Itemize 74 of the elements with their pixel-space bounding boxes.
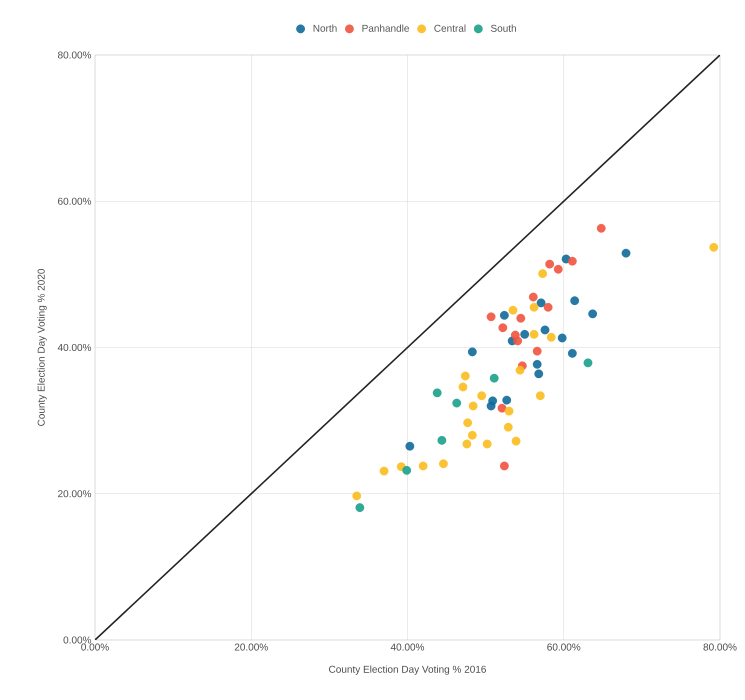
point — [482, 440, 492, 448]
point — [468, 402, 478, 410]
point — [500, 310, 509, 320]
point — [498, 323, 508, 332]
point — [498, 404, 506, 413]
point — [546, 332, 556, 342]
point — [544, 302, 553, 312]
y-tick-label: 80.00% — [58, 51, 92, 59]
x-tick-label: 0.00% — [81, 644, 109, 651]
point — [460, 372, 470, 380]
point — [568, 348, 577, 358]
point — [432, 388, 442, 398]
point — [520, 330, 530, 339]
point — [622, 248, 630, 258]
point — [418, 462, 428, 470]
point — [462, 440, 472, 448]
point — [568, 256, 577, 266]
x-tick-label: 80.00% — [703, 644, 737, 651]
point — [452, 398, 462, 408]
y-tick-label: 0.00% — [64, 636, 92, 644]
point — [502, 396, 512, 405]
point — [513, 336, 522, 346]
point — [405, 442, 414, 451]
point — [468, 347, 477, 356]
point — [540, 326, 550, 334]
legend-label: North — [314, 24, 337, 32]
point — [463, 418, 472, 428]
point — [532, 346, 542, 356]
point — [588, 309, 598, 318]
point — [570, 296, 580, 306]
point — [439, 459, 448, 468]
point — [558, 334, 567, 342]
point — [355, 503, 364, 512]
point — [490, 374, 499, 383]
point — [516, 366, 524, 375]
y-tick-label: 60.00% — [58, 198, 92, 205]
point — [538, 269, 548, 278]
point — [532, 360, 542, 369]
point — [486, 312, 496, 322]
point — [709, 242, 718, 252]
point — [402, 466, 412, 475]
x-tick-label: 40.00% — [390, 644, 424, 651]
point — [596, 224, 606, 233]
point — [516, 314, 526, 323]
point — [534, 369, 544, 378]
legend-label: Central — [434, 24, 466, 32]
point — [504, 422, 513, 432]
point — [512, 436, 520, 446]
point — [468, 430, 477, 440]
y-axis-title: County Election Day Voting % 2020 — [37, 268, 47, 426]
x-tick-label: 60.00% — [547, 644, 580, 651]
point — [500, 462, 509, 470]
point — [536, 298, 546, 308]
point — [477, 391, 486, 400]
point — [486, 402, 496, 410]
y-tick-label: 40.00% — [58, 344, 92, 352]
point — [545, 260, 554, 269]
x-axis-title: County Election Day Voting % 2016 — [329, 665, 486, 675]
point — [584, 358, 592, 368]
point — [380, 466, 388, 476]
x-tick-label: 20.00% — [234, 644, 268, 651]
legend-label: Panhandle — [362, 24, 409, 32]
point — [536, 391, 545, 400]
point — [530, 302, 538, 312]
point — [437, 436, 446, 445]
point — [508, 306, 518, 315]
point — [504, 406, 514, 416]
legend-label: South — [490, 24, 516, 32]
point — [530, 330, 538, 339]
point — [554, 264, 563, 274]
y-tick-label: 20.00% — [58, 490, 92, 498]
point — [528, 292, 538, 302]
point — [352, 492, 362, 500]
point — [458, 382, 468, 392]
